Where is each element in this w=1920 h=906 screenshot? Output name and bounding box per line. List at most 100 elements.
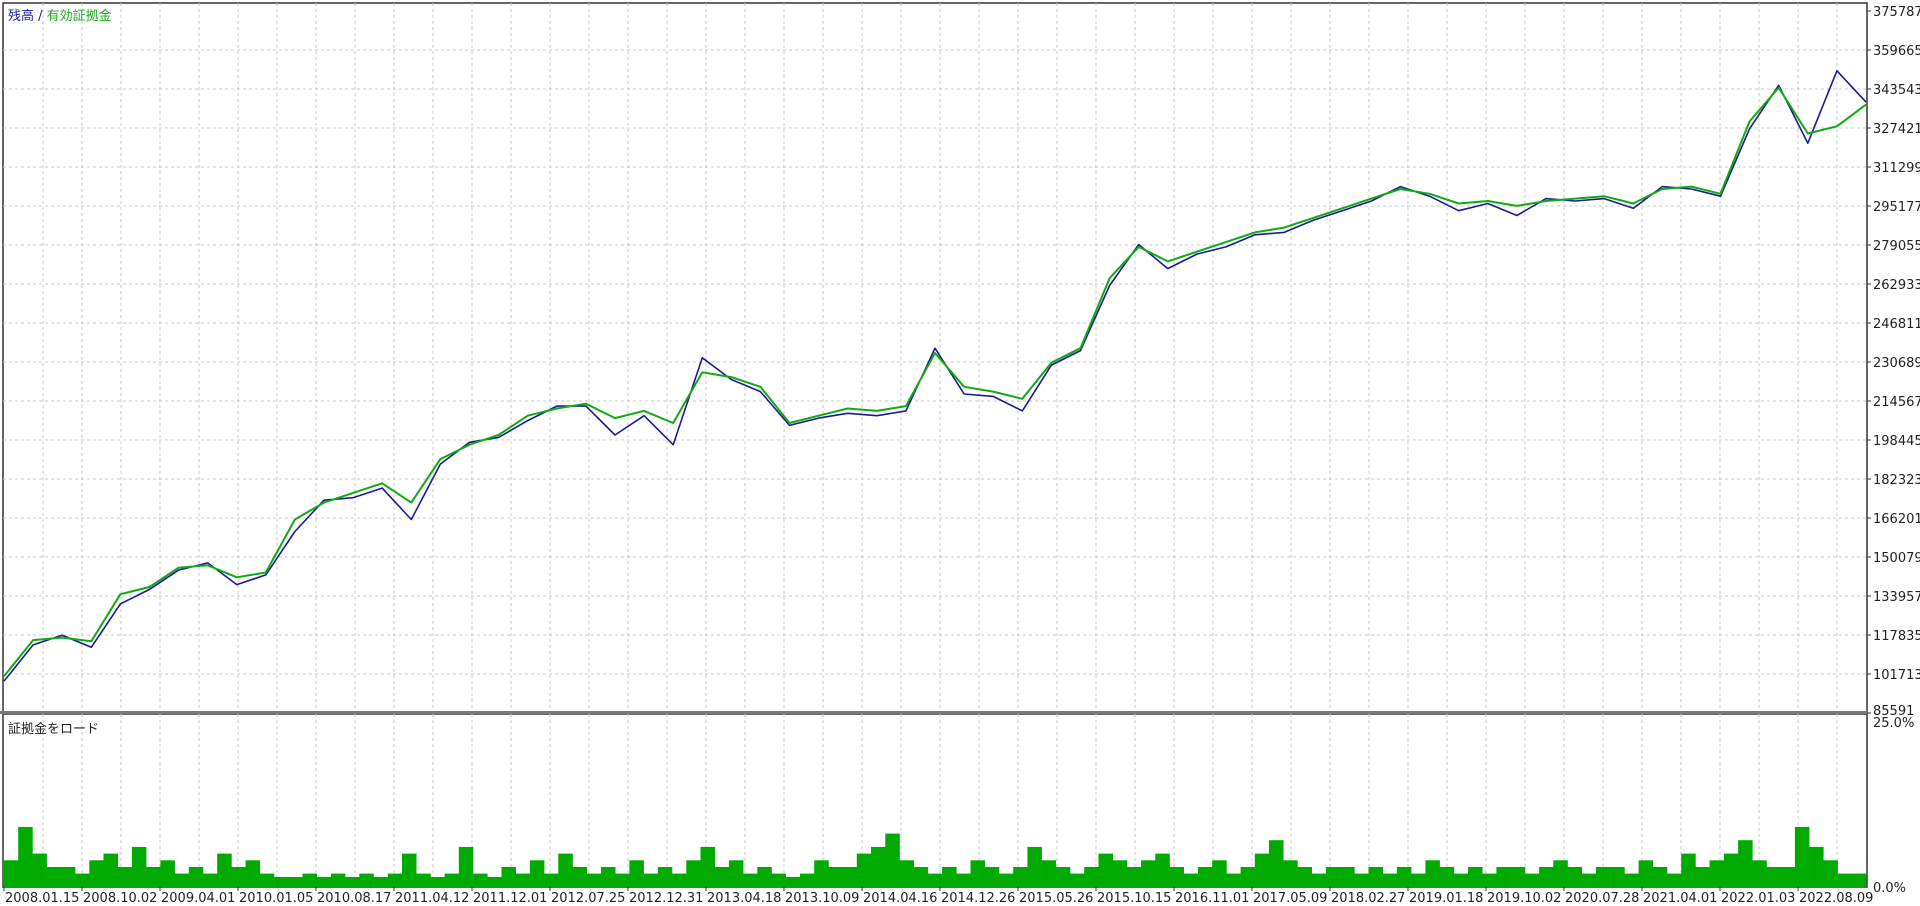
margin-load-bar	[1652, 867, 1668, 887]
margin-load-bar	[1638, 860, 1654, 887]
margin-load-bar	[984, 867, 1000, 887]
margin-load-bar	[1254, 853, 1270, 887]
margin-load-bar	[1610, 867, 1625, 887]
margin-load-bar	[899, 860, 914, 887]
margin-load-bar	[1482, 873, 1497, 887]
margin-load-bar	[586, 873, 602, 887]
margin-load-bar	[1539, 867, 1554, 887]
y-tick-label: 279055	[1873, 239, 1920, 254]
margin-load-bar	[501, 867, 516, 887]
margin-load-bar	[1851, 873, 1867, 887]
margin-load-bar	[288, 877, 303, 887]
x-tick-label: 2011.04.12	[395, 891, 469, 906]
margin-load-bar	[75, 873, 90, 887]
margin-load-bar	[1667, 873, 1682, 887]
x-tick-label: 2008.10.02	[83, 891, 157, 906]
margin-load-bar	[785, 877, 801, 887]
margin-load-bar	[643, 873, 659, 887]
margin-load-bar	[217, 853, 232, 887]
margin-load-bar	[515, 873, 531, 887]
margin-load-bar	[330, 873, 346, 887]
margin-load-bar	[316, 877, 332, 887]
y-tick-label: 182323	[1873, 473, 1920, 488]
margin-load-bar	[999, 873, 1014, 887]
margin-load-bar	[1084, 867, 1099, 887]
margin-load-bar	[231, 867, 246, 887]
y-tick-label: 101713	[1873, 668, 1920, 683]
margin-load-bar	[1013, 867, 1028, 887]
margin-load-bar	[700, 846, 715, 887]
margin-y-tick-label: 25.0%	[1873, 716, 1914, 731]
margin-load-bar	[743, 873, 758, 887]
margin-load-bar	[1780, 867, 1796, 887]
x-tick-label: 2010.01.05	[239, 891, 313, 906]
margin-load-bar	[89, 860, 104, 887]
margin-load-bar	[927, 873, 943, 887]
margin-load-bar	[657, 867, 673, 887]
margin-load-bar	[1198, 867, 1213, 887]
margin-load-bar	[174, 873, 190, 887]
pane-separator	[0, 711, 1867, 714]
x-tick-label: 2012.07.25	[551, 891, 625, 906]
margin-load-bar	[188, 867, 204, 887]
margin-load-bar	[1752, 860, 1767, 887]
y-tick-label: 230689	[1873, 356, 1920, 371]
margin-load-bar	[1439, 867, 1455, 887]
margin-load-bar	[728, 860, 744, 887]
y-tick-label: 85591	[1873, 704, 1914, 719]
margin-load-bar	[1112, 860, 1128, 887]
margin-load-bar	[387, 873, 403, 887]
margin-load-bar	[1027, 846, 1042, 887]
margin-load-bar	[4, 860, 19, 887]
margin-load-bar	[1709, 860, 1725, 887]
margin-load-bar	[601, 867, 616, 887]
margin-load-bar	[416, 873, 431, 887]
margin-load-bar	[913, 867, 929, 887]
x-tick-label: 2010.08.17	[317, 891, 391, 906]
y-tick-label: 359665	[1873, 44, 1920, 59]
y-tick-label: 198445	[1873, 434, 1920, 449]
margin-load-bar	[1468, 867, 1483, 887]
x-tick-label: 2021.04.01	[1643, 891, 1717, 906]
margin-load-bar	[1809, 846, 1824, 887]
margin-load-bar	[302, 873, 317, 887]
margin-load-bar	[1553, 860, 1568, 887]
margin-load-bar	[828, 867, 843, 887]
margin-load-bar	[1354, 873, 1369, 887]
x-tick-label: 2014.04.16	[863, 891, 937, 906]
margin-load-bar	[103, 853, 118, 887]
margin-load-bar	[32, 853, 47, 887]
margin-load-bar	[1766, 867, 1781, 887]
margin-load-bar	[1581, 873, 1597, 887]
margin-load-bar	[686, 860, 701, 887]
y-tick-label: 214567	[1873, 395, 1920, 410]
margin-load-bar	[1823, 860, 1838, 887]
main-plot-frame	[2, 2, 1868, 713]
margin-load-bar	[1141, 860, 1156, 887]
y-tick-label: 166201	[1873, 512, 1920, 527]
margin-load-bar	[117, 867, 133, 887]
x-tick-label: 2015.10.15	[1097, 891, 1171, 906]
margin-load-bar	[1340, 867, 1355, 887]
margin-load-bar	[1183, 873, 1199, 887]
margin-load-bar	[771, 873, 786, 887]
margin-load-bar	[1453, 873, 1469, 887]
margin-plot-frame	[2, 713, 1868, 888]
margin-load-bar	[203, 873, 218, 887]
margin-load-bar	[1681, 853, 1696, 887]
x-tick-label: 2011.12.01	[473, 891, 547, 906]
legend-equity: 有効証拠金	[46, 9, 112, 24]
x-tick-label: 2016.11.01	[1175, 891, 1249, 906]
y-tick-label: 246811	[1873, 317, 1920, 332]
x-tick-label: 2009.04.01	[161, 891, 235, 906]
y-tick-label: 311299	[1873, 161, 1920, 176]
margin-load-bar	[615, 873, 630, 887]
margin-load-bar	[856, 853, 872, 887]
margin-load-bar	[1297, 867, 1312, 887]
margin-load-bar	[1524, 873, 1540, 887]
margin-load-bar	[1624, 873, 1639, 887]
x-tick-label: 2017.05.09	[1253, 891, 1327, 906]
x-tick-label: 2015.05.26	[1019, 891, 1093, 906]
margin-load-bar	[885, 833, 900, 887]
